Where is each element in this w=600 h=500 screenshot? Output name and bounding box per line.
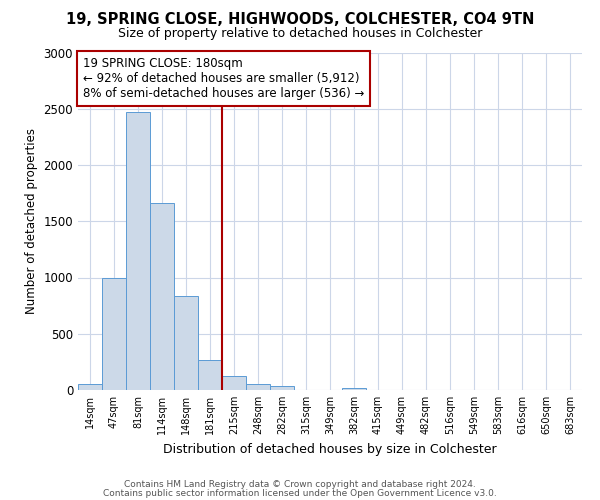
Bar — [222, 376, 246, 390]
Text: Contains public sector information licensed under the Open Government Licence v3: Contains public sector information licen… — [103, 488, 497, 498]
Bar — [102, 278, 126, 390]
X-axis label: Distribution of detached houses by size in Colchester: Distribution of detached houses by size … — [163, 442, 497, 456]
Text: 19, SPRING CLOSE, HIGHWOODS, COLCHESTER, CO4 9TN: 19, SPRING CLOSE, HIGHWOODS, COLCHESTER,… — [66, 12, 534, 28]
Bar — [342, 388, 366, 390]
Bar — [174, 296, 198, 390]
Y-axis label: Number of detached properties: Number of detached properties — [25, 128, 38, 314]
Text: 19 SPRING CLOSE: 180sqm
← 92% of detached houses are smaller (5,912)
8% of semi-: 19 SPRING CLOSE: 180sqm ← 92% of detache… — [83, 57, 364, 100]
Bar — [270, 386, 294, 390]
Text: Contains HM Land Registry data © Crown copyright and database right 2024.: Contains HM Land Registry data © Crown c… — [124, 480, 476, 489]
Bar — [246, 384, 270, 390]
Bar — [150, 203, 174, 390]
Bar — [198, 360, 222, 390]
Bar — [78, 384, 102, 390]
Bar — [126, 112, 150, 390]
Text: Size of property relative to detached houses in Colchester: Size of property relative to detached ho… — [118, 28, 482, 40]
